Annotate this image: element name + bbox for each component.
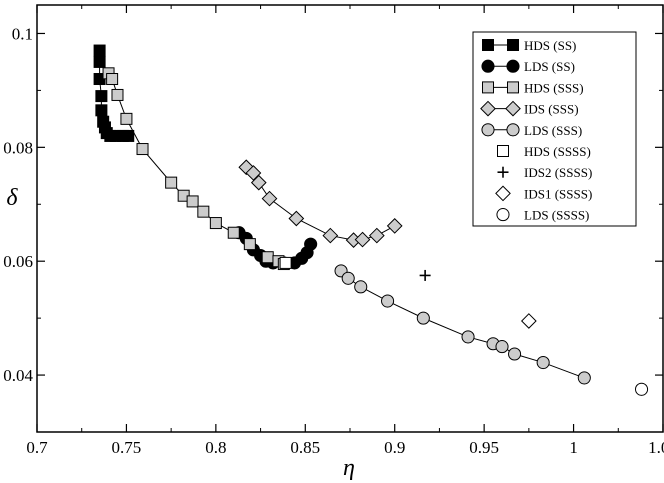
- data-point: [416, 311, 430, 325]
- data-point: [419, 269, 431, 281]
- data-point: [245, 165, 262, 181]
- data-point: [354, 280, 368, 294]
- data-point: [93, 55, 106, 68]
- legend-label: LDS (SSSS): [524, 208, 589, 223]
- legend-entry: LDS (SSS): [481, 123, 582, 138]
- legend-entry: IDS (SSS): [480, 100, 579, 117]
- series-5: [279, 256, 292, 269]
- data-point: [288, 210, 305, 227]
- data-point: [250, 174, 267, 191]
- x-tick-label: 0.95: [469, 438, 499, 457]
- data-point: [186, 195, 199, 208]
- legend-entry: IDS1 (SSSS): [495, 185, 592, 202]
- data-point: [106, 73, 119, 86]
- data-point: [243, 238, 256, 251]
- legend-marker: [497, 166, 509, 178]
- data-point: [536, 355, 550, 370]
- series-4: [334, 264, 591, 385]
- legend-label: IDS (SSS): [524, 102, 579, 117]
- data-point: [322, 227, 339, 244]
- legend-marker: [507, 39, 519, 51]
- data-point: [341, 271, 355, 285]
- data-point: [577, 371, 591, 385]
- legend-label: IDS1 (SSSS): [524, 186, 592, 201]
- x-tick-label: 1: [569, 438, 578, 457]
- series-7: [521, 313, 537, 329]
- x-axis-title: η: [343, 455, 355, 481]
- data-point: [95, 90, 108, 103]
- legend-entry: LDS (SSSS): [496, 208, 589, 223]
- data-point: [120, 112, 133, 125]
- legend-marker: [507, 81, 519, 94]
- data-point: [354, 231, 371, 248]
- data-point: [634, 382, 649, 396]
- data-point: [209, 217, 222, 230]
- legend-label: HDS (SSSS): [524, 144, 591, 159]
- legend-entry: LDS (SS): [481, 59, 575, 74]
- data-point: [261, 190, 278, 207]
- y-axis-title: δ: [6, 185, 18, 211]
- legend-marker: [480, 100, 496, 117]
- data-point: [136, 143, 149, 156]
- legend-marker: [482, 39, 494, 51]
- data-point: [238, 159, 255, 176]
- legend-entry: HDS (SSSS): [497, 144, 591, 159]
- x-tick-label: 0.85: [290, 438, 320, 457]
- series-0: [93, 44, 135, 142]
- data-point: [197, 205, 210, 218]
- series-8: [634, 382, 649, 396]
- legend-label: IDS2 (SSSS): [524, 165, 592, 180]
- x-tick-label: 0.75: [112, 438, 142, 457]
- legend-marker: [481, 123, 495, 137]
- data-point: [95, 104, 108, 117]
- x-tick-label: 0.7: [26, 438, 48, 457]
- data-point: [461, 330, 475, 344]
- y-tick-label: 0.1: [12, 24, 33, 43]
- data-point: [227, 226, 240, 239]
- data-point: [386, 218, 403, 234]
- legend-marker: [506, 123, 520, 137]
- x-tick-label: 0.8: [205, 438, 226, 457]
- data-point: [165, 176, 178, 189]
- legend-label: LDS (SSS): [524, 123, 582, 138]
- y-tick-label: 0.08: [3, 138, 33, 157]
- legend-marker: [481, 59, 495, 73]
- data-point: [495, 340, 509, 354]
- series-6: [419, 269, 431, 281]
- series-3: [238, 159, 403, 248]
- data-point: [279, 256, 292, 269]
- data-point: [304, 237, 318, 251]
- legend-entry: IDS2 (SSSS): [497, 165, 592, 180]
- series-layer: [93, 44, 649, 396]
- legend-entry: HDS (SSS): [482, 80, 584, 95]
- legend-label: HDS (SSS): [524, 80, 584, 95]
- data-point: [111, 88, 124, 101]
- legend-marker: [497, 145, 509, 157]
- legend-label: LDS (SS): [524, 59, 575, 74]
- legend-marker: [482, 81, 494, 94]
- data-point: [122, 129, 135, 142]
- y-tick-label: 0.06: [3, 252, 33, 271]
- data-point: [507, 347, 522, 361]
- legend-marker: [505, 100, 521, 117]
- x-tick-label: 0.9: [384, 438, 405, 457]
- legend-marker: [496, 208, 510, 222]
- legend-marker: [495, 185, 511, 202]
- legend: HDS (SS) LDS (SS) HDS (SSS) IDS (SSS) LDS (S…: [472, 31, 637, 227]
- axis-ticks: 0.7 0.75 0.8 0.85 0.9 0.95 1 1.05 0.04 0.06 0.08 0.…: [3, 5, 664, 457]
- y-tick-label: 0.04: [3, 366, 33, 385]
- legend-marker: [506, 59, 520, 73]
- data-point: [381, 294, 395, 308]
- data-point: [368, 227, 385, 244]
- x-tick-label: 1.05: [648, 438, 664, 457]
- data-point: [93, 44, 106, 57]
- legend-entry: HDS (SS): [482, 38, 576, 53]
- data-point: [261, 251, 274, 264]
- data-point: [521, 313, 537, 329]
- legend-label: HDS (SS): [524, 38, 576, 53]
